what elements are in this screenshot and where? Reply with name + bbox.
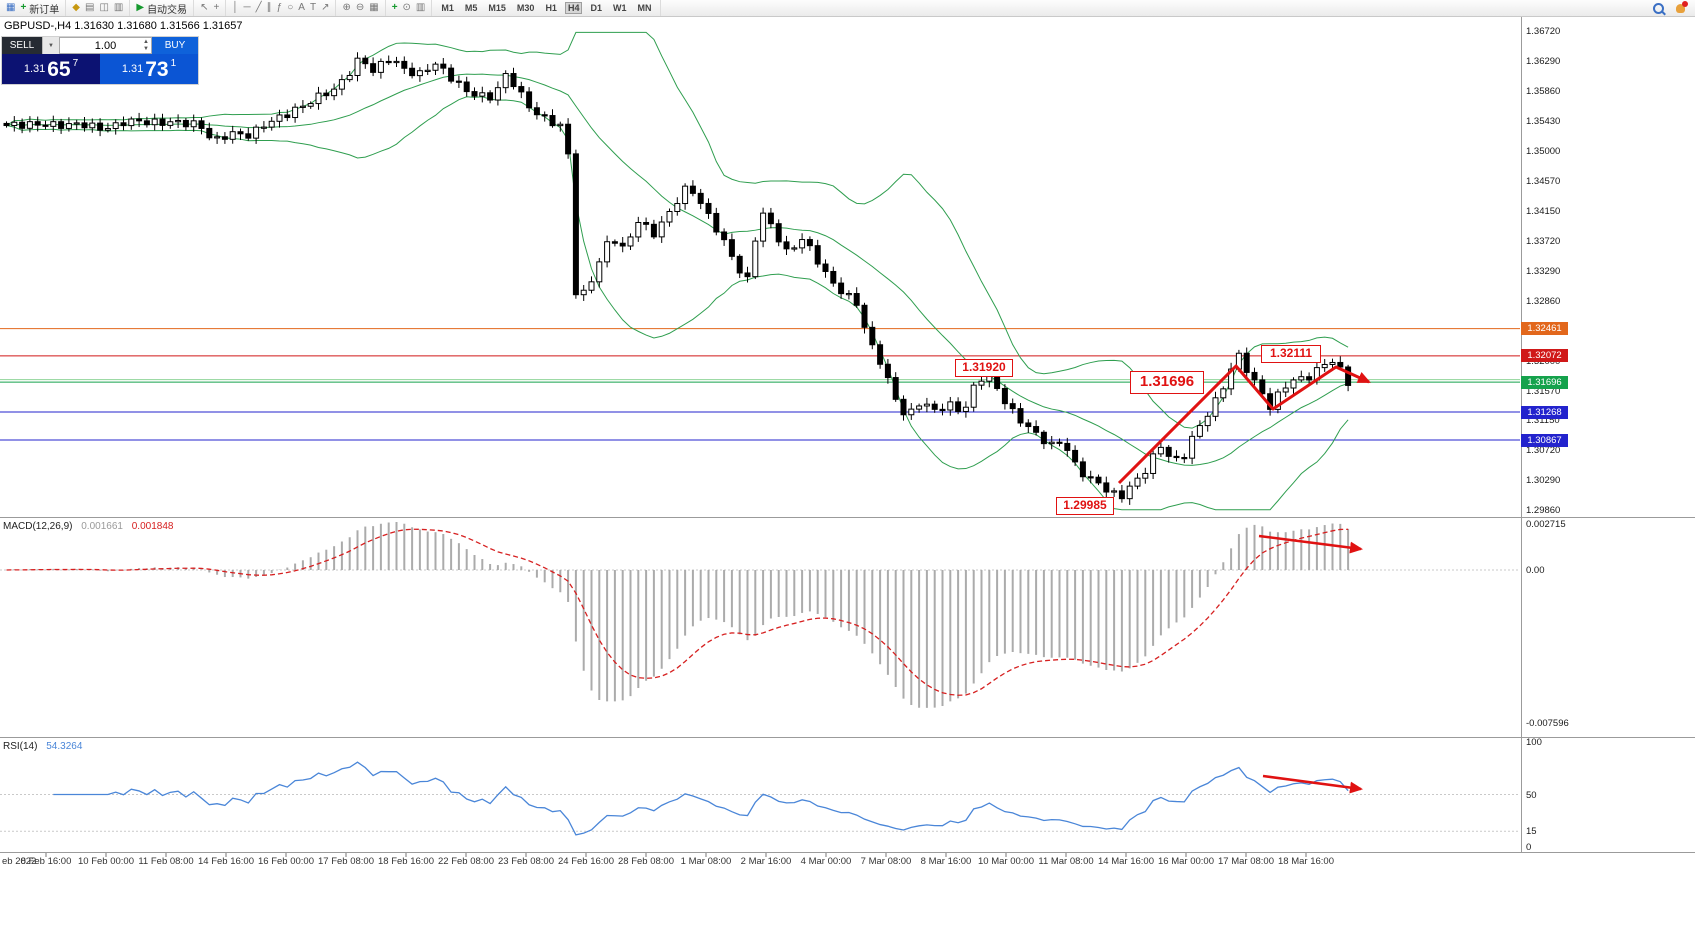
zoom-out-icon[interactable]: ⊖ [355,2,365,13]
new-order-icon: + [20,2,27,13]
timeframe-m5-button[interactable]: M5 [464,3,478,13]
notifications-icon[interactable] [1676,0,1688,13]
rsi-name: RSI(14) [3,741,38,752]
volume-down-button[interactable]: ▼ [143,46,149,52]
toolbar-group-chart-tools: + ⊙ ▥ [386,0,433,16]
vertical-line-icon[interactable]: │ [232,2,239,13]
candles [3,52,1352,505]
data-window-icon[interactable]: ◫ [99,2,109,13]
favorites-icon[interactable]: ◆ [72,2,80,13]
ask-price-prefix: 1.31 [121,63,144,75]
toolbar-group-zoom: ⊕ ⊖ ▦ [336,0,386,16]
trendline-icon[interactable]: ╱ [255,2,262,13]
cursor-icon[interactable]: ↖ [200,2,209,13]
rsi-line [53,761,1349,836]
toolbar-group-autotrading: ▶ 自动交易 [130,0,195,16]
rsi-panel-header: RSI(14) 54.3264 [3,741,82,752]
new-order-label: 新订单 [29,4,60,16]
volume-stepper: ▲ ▼ [143,39,149,53]
charts-icon[interactable]: ▦ [6,2,16,13]
macd-name: MACD(12,26,9) [3,521,73,532]
zoom-in-icon[interactable]: ⊕ [342,2,351,13]
ask-price-button[interactable]: 1.31 73 1 [100,54,198,84]
ask-price-big: 73 [145,57,169,81]
timeframe-buttons: M1 M5 M15 M30 H1 H4 D1 W1 MN [432,0,662,16]
macd-signal-value: 0.001848 [131,521,174,532]
tile-windows-icon[interactable]: ▦ [369,2,379,13]
search-icon[interactable] [1653,2,1664,14]
toolbar-group-panels: ◆ ▤ ◫ ▥ [66,0,131,16]
toolbar-group-objects: │ ─ ╱ ∥ ƒ ○ A T ↗ [226,0,337,16]
price-level-lines [0,328,1520,441]
bollinger-upper [6,31,1349,429]
one-click-trading-panel: SELL ▼ 1.00 ▲ ▼ BUY 1.31 65 7 1.31 73 1 [2,37,198,84]
macd-main-value: 0.001661 [81,521,123,532]
market-watch-icon[interactable]: ▤ [85,2,95,13]
timeframe-h1-button[interactable]: H1 [545,3,557,13]
macd-signal-line [6,528,1349,696]
volume-dropdown[interactable]: ▼ [42,37,59,54]
channel-icon[interactable]: ∥ [266,2,272,13]
indicators-icon[interactable]: + [391,2,398,13]
rsi-value: 54.3264 [46,741,83,752]
timeframe-w1-button[interactable]: W1 [612,3,627,13]
autotrading-icon: ▶ [136,2,145,13]
ask-price-pip: 1 [170,58,177,69]
main-toolbar: ▦ + 新订单 ◆ ▤ ◫ ▥ ▶ 自动交易 ↖ + │ ─ ╱ ∥ [0,0,1695,17]
new-order-button[interactable]: + 新订单 [20,1,59,16]
bid-price-button[interactable]: 1.31 65 7 [2,54,100,84]
volume-value: 1.00 [94,39,117,52]
timeframe-m1-button[interactable]: M1 [441,3,454,13]
timeframe-d1-button[interactable]: D1 [590,3,602,13]
trend-arrow [1262,774,1363,794]
text-icon[interactable]: A [298,2,305,13]
shapes-icon[interactable]: ○ [287,2,294,13]
sell-button[interactable]: SELL [2,37,42,54]
buy-button[interactable]: BUY [152,37,198,54]
toolbar-group-cursor: ↖ + [194,0,227,16]
toolbar-group-system: ▦ + 新订单 [0,0,67,16]
volume-up-button[interactable]: ▲ [143,39,149,45]
fibonacci-icon[interactable]: ƒ [276,2,283,13]
periods-icon[interactable]: ⊙ [402,2,411,13]
label-icon[interactable]: T [309,2,317,13]
horizontal-line-icon[interactable]: ─ [243,2,251,13]
macd-histogram [13,522,1350,708]
toolbar-right-icons [1653,0,1695,14]
timeframe-mn-button[interactable]: MN [637,3,652,13]
bid-price-pip: 7 [72,58,79,69]
templates-icon[interactable]: ▥ [415,2,426,13]
volume-input[interactable]: 1.00 ▲ ▼ [59,37,152,54]
autotrading-label: 自动交易 [147,4,188,16]
timeframe-h4-button[interactable]: H4 [564,2,583,14]
navigator-icon[interactable]: ▥ [113,2,124,13]
chevron-down-icon: ▼ [48,42,54,49]
autotrading-button[interactable]: ▶ 自动交易 [136,1,187,16]
bollinger-lower [6,96,1349,511]
timeframe-m30-button[interactable]: M30 [516,3,535,13]
trend-arrow [1117,364,1371,485]
crosshair-icon[interactable]: + [213,2,220,13]
macd-panel-header: MACD(12,26,9) 0.001661 0.001848 [3,521,173,532]
bid-price-prefix: 1.31 [23,63,46,75]
trend-arrow [1258,534,1363,554]
arrows-icon[interactable]: ↗ [321,2,330,13]
timeframe-m15-button[interactable]: M15 [488,3,506,13]
bid-price-big: 65 [47,57,71,81]
chart-ohlc-header: GBPUSD-,H4 1.31630 1.31680 1.31566 1.316… [4,20,243,32]
